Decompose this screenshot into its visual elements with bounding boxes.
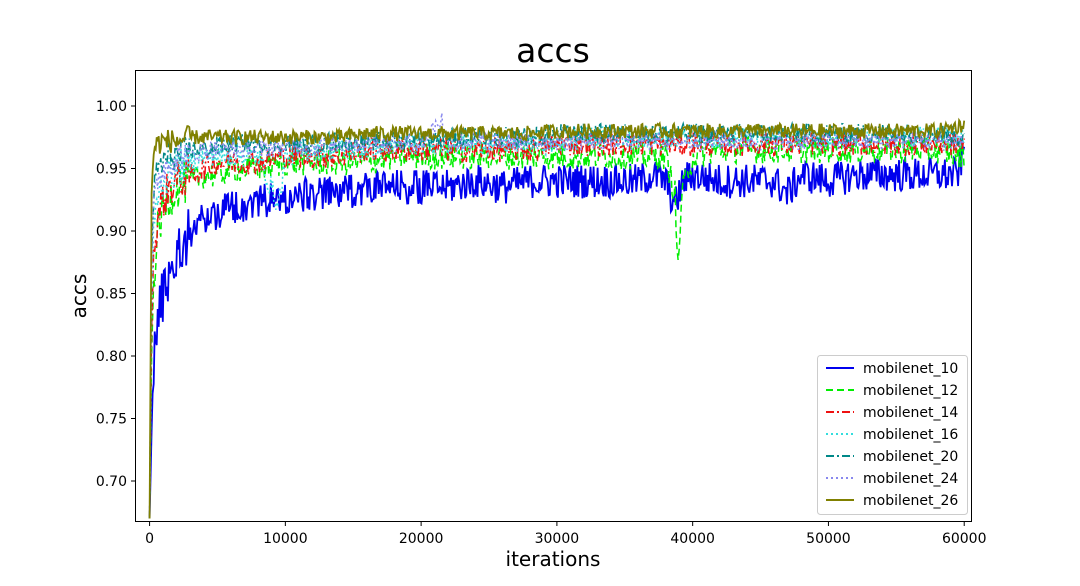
legend-label-mobilenet-10: mobilenet_10 (863, 361, 958, 377)
legend-label-mobilenet-12: mobilenet_12 (863, 383, 958, 399)
y-tick-label: 0.80 (96, 349, 127, 365)
x-tick-label: 40000 (670, 531, 715, 547)
x-tick-label: 60000 (942, 531, 987, 547)
series-line-mobilenet-12 (148, 134, 965, 519)
y-axis-label: accs (67, 274, 91, 319)
x-tick-label: 20000 (399, 531, 444, 547)
y-tick-label: 0.75 (96, 412, 127, 428)
x-axis-label: iterations (506, 547, 601, 571)
legend-box (817, 355, 968, 515)
x-tick-label: 30000 (535, 531, 580, 547)
series-line-mobilenet-24 (148, 112, 965, 519)
y-tick-label: 0.95 (96, 162, 127, 178)
x-tick-label: 0 (145, 531, 154, 547)
y-axis-ticks: 0.70 0.75 0.80 0.85 0.90 0.95 1.00 (96, 99, 136, 490)
plot-frame (135, 70, 972, 522)
series-line-mobilenet-26 (148, 117, 966, 519)
x-tick-label: 50000 (806, 531, 851, 547)
series-layer (148, 112, 966, 519)
legend-label-mobilenet-26: mobilenet_26 (863, 493, 958, 509)
y-tick-label: 1.00 (96, 99, 127, 115)
chart-title: accs (516, 31, 590, 70)
series-line-mobilenet-16 (148, 124, 965, 519)
legend-label-mobilenet-16: mobilenet_16 (863, 427, 958, 443)
y-tick-label: 0.90 (96, 224, 127, 240)
chart-legend: mobilenet_10 mobilenet_12 mobilenet_14mobi… (817, 355, 968, 515)
x-axis-ticks: 0 10000 20000 30000 40000 50000 60000 (145, 521, 986, 547)
y-tick-label: 0.70 (96, 474, 127, 490)
y-tick-label: 0.85 (96, 287, 127, 303)
legend-items: mobilenet_10 mobilenet_12 mobilenet_14mobi… (826, 361, 958, 509)
legend-label-mobilenet-24: mobilenet_24 (863, 471, 958, 487)
legend-label-mobilenet-20: mobilenet_20 (863, 449, 958, 465)
x-tick-label: 10000 (263, 531, 308, 547)
series-line-mobilenet-10 (148, 140, 966, 519)
legend-label-mobilenet-14: mobilenet_14 (863, 405, 958, 421)
